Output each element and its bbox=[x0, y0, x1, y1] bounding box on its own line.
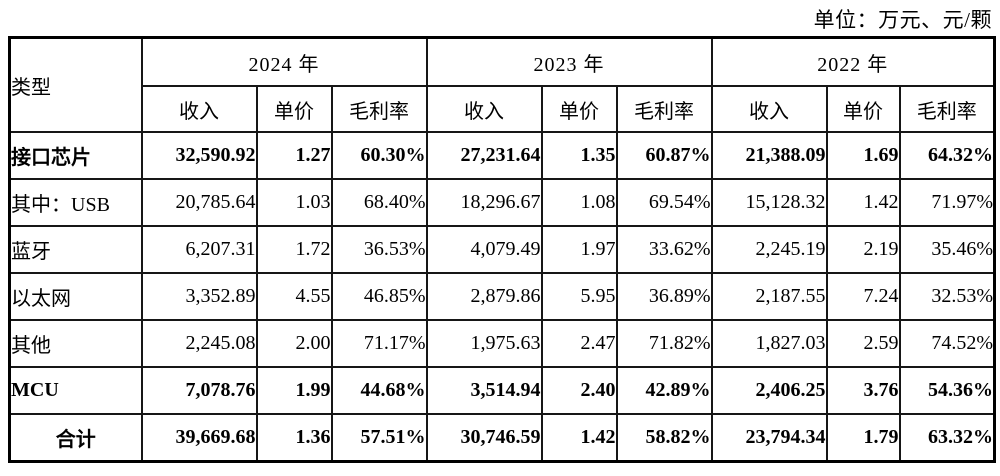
table-row: 其中：USB 20,785.64 1.03 68.40% 18,296.67 1… bbox=[8, 178, 996, 227]
cell-revenue-2023: 27,231.64 bbox=[425, 131, 543, 180]
cell-margin-2024: 71.17% bbox=[330, 319, 428, 368]
cell-price-2024: 1.03 bbox=[255, 178, 333, 227]
cell-margin-2024: 68.40% bbox=[330, 178, 428, 227]
header-type: 类型 bbox=[8, 36, 143, 133]
cell-margin-2022: 54.36% bbox=[898, 366, 996, 415]
cell-price-2023: 1.35 bbox=[540, 131, 618, 180]
cell-revenue-2024: 39,669.68 bbox=[140, 413, 258, 463]
cell-revenue-2023: 30,746.59 bbox=[425, 413, 543, 463]
cell-price-2024: 1.99 bbox=[255, 366, 333, 415]
row-label: 以太网 bbox=[8, 272, 143, 321]
cell-margin-2023: 36.89% bbox=[615, 272, 713, 321]
cell-revenue-2024: 20,785.64 bbox=[140, 178, 258, 227]
cell-revenue-2024: 3,352.89 bbox=[140, 272, 258, 321]
table-row: 接口芯片 32,590.92 1.27 60.30% 27,231.64 1.3… bbox=[8, 131, 996, 180]
cell-margin-2024: 46.85% bbox=[330, 272, 428, 321]
cell-margin-2024: 60.30% bbox=[330, 131, 428, 180]
subheader-price-2023: 单价 bbox=[540, 85, 618, 133]
header-year-2023: 2023 年 bbox=[425, 36, 713, 87]
row-label: 其他 bbox=[8, 319, 143, 368]
cell-price-2024: 2.00 bbox=[255, 319, 333, 368]
cell-margin-2023: 42.89% bbox=[615, 366, 713, 415]
cell-price-2023: 1.42 bbox=[540, 413, 618, 463]
subheader-revenue-2024: 收入 bbox=[140, 85, 258, 133]
cell-price-2024: 1.72 bbox=[255, 225, 333, 274]
cell-margin-2022: 71.97% bbox=[898, 178, 996, 227]
cell-margin-2024: 36.53% bbox=[330, 225, 428, 274]
subheader-revenue-2022: 收入 bbox=[710, 85, 828, 133]
cell-price-2023: 1.08 bbox=[540, 178, 618, 227]
cell-price-2024: 4.55 bbox=[255, 272, 333, 321]
cell-margin-2022: 32.53% bbox=[898, 272, 996, 321]
subheader-margin-2024: 毛利率 bbox=[330, 85, 428, 133]
cell-revenue-2022: 21,388.09 bbox=[710, 131, 828, 180]
cell-revenue-2022: 2,245.19 bbox=[710, 225, 828, 274]
cell-price-2022: 2.59 bbox=[825, 319, 901, 368]
cell-revenue-2022: 23,794.34 bbox=[710, 413, 828, 463]
cell-price-2022: 1.69 bbox=[825, 131, 901, 180]
header-row-years: 类型 2024 年 2023 年 2022 年 bbox=[8, 36, 996, 133]
cell-revenue-2023: 1,975.63 bbox=[425, 319, 543, 368]
header-year-2022: 2022 年 bbox=[710, 36, 996, 87]
cell-revenue-2024: 2,245.08 bbox=[140, 319, 258, 368]
cell-price-2023: 5.95 bbox=[540, 272, 618, 321]
subheader-price-2024: 单价 bbox=[255, 85, 333, 133]
cell-margin-2022: 74.52% bbox=[898, 319, 996, 368]
cell-revenue-2022: 2,187.55 bbox=[710, 272, 828, 321]
cell-revenue-2023: 4,079.49 bbox=[425, 225, 543, 274]
table-row: MCU 7,078.76 1.99 44.68% 3,514.94 2.40 4… bbox=[8, 366, 996, 415]
row-label: 其中：USB bbox=[8, 178, 143, 227]
cell-price-2023: 2.47 bbox=[540, 319, 618, 368]
cell-margin-2022: 63.32% bbox=[898, 413, 996, 463]
row-label: 蓝牙 bbox=[8, 225, 143, 274]
cell-price-2024: 1.27 bbox=[255, 131, 333, 180]
financial-table: 类型 2024 年 2023 年 2022 年 收入 单价 毛利率 收入 单价 … bbox=[8, 36, 997, 463]
header-year-2024: 2024 年 bbox=[140, 36, 428, 87]
cell-margin-2022: 35.46% bbox=[898, 225, 996, 274]
row-label-total: 合计 bbox=[8, 413, 143, 463]
cell-revenue-2023: 2,879.86 bbox=[425, 272, 543, 321]
unit-label: 单位：万元、元/颗 bbox=[813, 8, 992, 32]
cell-price-2023: 2.40 bbox=[540, 366, 618, 415]
cell-revenue-2022: 15,128.32 bbox=[710, 178, 828, 227]
subheader-margin-2022: 毛利率 bbox=[898, 85, 996, 133]
cell-price-2022: 2.19 bbox=[825, 225, 901, 274]
table-row: 其他 2,245.08 2.00 71.17% 1,975.63 2.47 71… bbox=[8, 319, 996, 368]
row-label: MCU bbox=[8, 366, 143, 415]
table-row: 蓝牙 6,207.31 1.72 36.53% 4,079.49 1.97 33… bbox=[8, 225, 996, 274]
row-label: 接口芯片 bbox=[8, 131, 143, 180]
cell-margin-2023: 69.54% bbox=[615, 178, 713, 227]
table-row: 以太网 3,352.89 4.55 46.85% 2,879.86 5.95 3… bbox=[8, 272, 996, 321]
cell-revenue-2022: 2,406.25 bbox=[710, 366, 828, 415]
cell-margin-2023: 33.62% bbox=[615, 225, 713, 274]
cell-price-2024: 1.36 bbox=[255, 413, 333, 463]
cell-margin-2023: 58.82% bbox=[615, 413, 713, 463]
cell-revenue-2024: 7,078.76 bbox=[140, 366, 258, 415]
subheader-revenue-2023: 收入 bbox=[425, 85, 543, 133]
subheader-price-2022: 单价 bbox=[825, 85, 901, 133]
header-row-metrics: 收入 单价 毛利率 收入 单价 毛利率 收入 单价 毛利率 bbox=[10, 85, 996, 133]
cell-revenue-2024: 6,207.31 bbox=[140, 225, 258, 274]
cell-revenue-2023: 3,514.94 bbox=[425, 366, 543, 415]
cell-revenue-2023: 18,296.67 bbox=[425, 178, 543, 227]
cell-price-2022: 1.42 bbox=[825, 178, 901, 227]
cell-margin-2024: 57.51% bbox=[330, 413, 428, 463]
cell-margin-2023: 71.82% bbox=[615, 319, 713, 368]
cell-margin-2024: 44.68% bbox=[330, 366, 428, 415]
cell-price-2022: 7.24 bbox=[825, 272, 901, 321]
table-row-total: 合计 39,669.68 1.36 57.51% 30,746.59 1.42 … bbox=[8, 413, 996, 463]
cell-revenue-2022: 1,827.03 bbox=[710, 319, 828, 368]
cell-price-2022: 1.79 bbox=[825, 413, 901, 463]
cell-price-2022: 3.76 bbox=[825, 366, 901, 415]
subheader-margin-2023: 毛利率 bbox=[615, 85, 713, 133]
cell-price-2023: 1.97 bbox=[540, 225, 618, 274]
cell-revenue-2024: 32,590.92 bbox=[140, 131, 258, 180]
cell-margin-2022: 64.32% bbox=[898, 131, 996, 180]
cell-margin-2023: 60.87% bbox=[615, 131, 713, 180]
